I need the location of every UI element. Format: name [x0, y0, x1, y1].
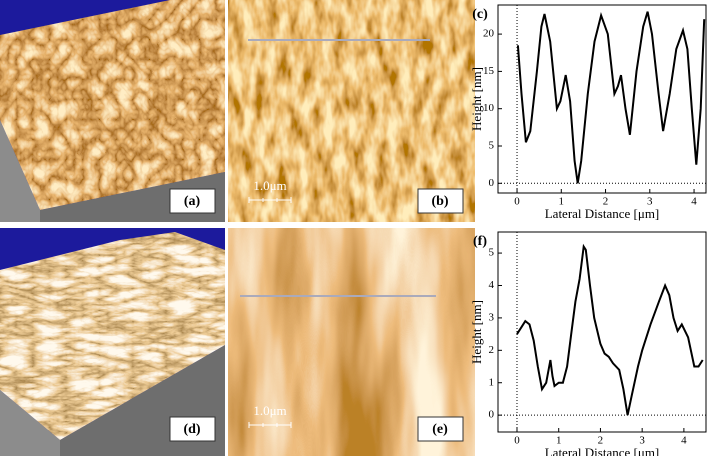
x-tick-label: 2: [598, 435, 604, 447]
panel-label: (b): [431, 194, 448, 209]
surface: [0, 232, 225, 440]
y-tick-label: 5: [489, 140, 495, 152]
y-tick-label: 15: [483, 65, 495, 77]
y-tick-label: 20: [483, 28, 495, 40]
y-tick-label: 1: [489, 376, 495, 388]
y-tick-label: 0: [489, 409, 495, 421]
x-tick-label: 4: [691, 196, 697, 208]
side: [0, 390, 60, 456]
x-tick-label: 4: [681, 435, 687, 447]
y-axis-label: Height [nm]: [469, 300, 484, 364]
y-tick-label: 2: [489, 344, 495, 356]
x-tick-label: 0: [514, 196, 520, 208]
y-axis-label: Height [nm]: [469, 67, 484, 131]
scale-bar: [248, 197, 292, 203]
profile-line: [516, 11, 706, 184]
profile-line: [516, 243, 704, 416]
label-box: [169, 188, 216, 214]
y-tick-label: 10: [483, 102, 495, 114]
label-box: [169, 416, 216, 442]
scale-bar-label: 1.0μm: [253, 403, 286, 418]
x-tick-label: 2: [603, 196, 609, 208]
y-tick-label: 5: [489, 247, 495, 259]
plot-frame: [497, 4, 707, 194]
x-tick-label: 3: [647, 196, 653, 208]
panel-a: (a): [0, 0, 225, 222]
panel-label: (f): [473, 234, 487, 249]
y-tick-label: 4: [489, 279, 495, 291]
y-tick-label: 3: [489, 311, 495, 323]
scale-bar: [248, 422, 292, 428]
side: [0, 120, 40, 222]
x-axis-label: Lateral Distance [μm]: [545, 445, 660, 456]
x-tick-label: 1: [559, 196, 565, 208]
panel-label: (a): [184, 194, 201, 209]
x-axis-label: Lateral Distance [μm]: [545, 206, 660, 221]
x-tick-label: 1: [556, 435, 562, 447]
plot-frame: [497, 231, 707, 433]
image: [228, 0, 475, 222]
panel-label: (d): [183, 422, 200, 437]
label-box: [417, 188, 464, 214]
panel-label: (c): [472, 7, 488, 22]
panel-d: (d): [0, 228, 225, 456]
panel-b: 1.0μm (b): [228, 0, 475, 222]
panel-label: (e): [432, 422, 448, 437]
y-tick-label: 0: [489, 177, 495, 189]
x-tick-label: 0: [514, 435, 520, 447]
x-tick-label: 3: [639, 435, 645, 447]
panel-e: 1.0μm (e): [228, 228, 475, 456]
surface: [0, 0, 225, 210]
label-box: [417, 416, 464, 442]
scale-bar-label: 1.0μm: [253, 178, 286, 193]
